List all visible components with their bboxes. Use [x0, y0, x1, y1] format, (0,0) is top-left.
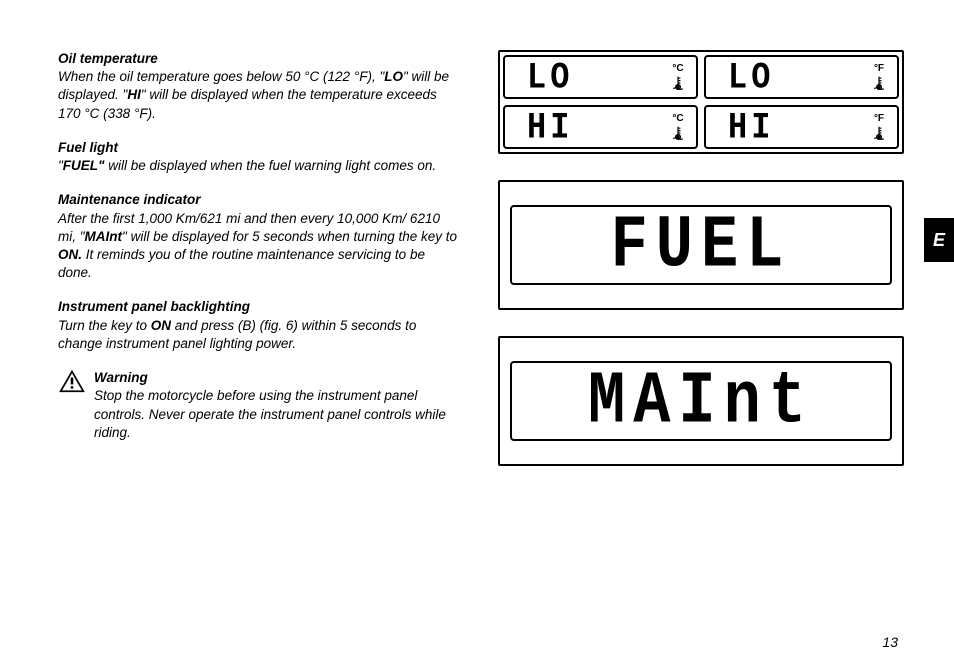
display-column: LO °C LO °F HI °C	[498, 50, 904, 466]
lo-word: LO	[384, 69, 403, 84]
warning-text: Stop the motorcycle before using the ins…	[94, 388, 446, 439]
side-tab-label: E	[933, 230, 945, 251]
unit-block: °C	[670, 113, 686, 141]
backlight-section: Instrument panel backlighting Turn the k…	[58, 298, 458, 353]
maint-heading: Maintenance indicator	[58, 191, 458, 209]
temp-value: HI	[728, 106, 774, 149]
maint-display-value: MAInt	[588, 358, 814, 443]
oil-temp-text-1: When the oil temperature goes below 50 °…	[58, 69, 384, 84]
fuel-word: FUEL"	[63, 158, 105, 173]
temp-cell-hi-f: HI °F	[704, 105, 899, 149]
backlight-on: ON	[151, 318, 171, 333]
backlight-heading: Instrument panel backlighting	[58, 298, 458, 316]
page-number: 13	[882, 634, 898, 650]
unit-label: °C	[672, 113, 683, 124]
temp-value: LO	[728, 56, 774, 99]
hi-word: HI	[127, 87, 141, 102]
warning-heading: Warning	[94, 370, 148, 385]
unit-block: °F	[871, 113, 887, 141]
fuel-text: will be displayed when the fuel warning …	[104, 158, 436, 173]
thermometer-icon	[670, 125, 686, 141]
unit-block: °C	[670, 63, 686, 91]
warning-icon	[58, 369, 86, 393]
side-tab: E	[924, 218, 954, 262]
temp-cell-hi-c: HI °C	[503, 105, 698, 149]
oil-temp-section: Oil temperature When the oil temperature…	[58, 50, 458, 123]
temp-cell-lo-c: LO °C	[503, 55, 698, 99]
unit-label: °F	[874, 113, 884, 124]
maint-display-box: MAInt	[498, 336, 904, 466]
maint-on: ON.	[58, 247, 82, 262]
thermometer-icon	[871, 125, 887, 141]
backlight-text-1: Turn the key to	[58, 318, 151, 333]
unit-block: °F	[871, 63, 887, 91]
fuel-heading: Fuel light	[58, 139, 458, 157]
temp-value: LO	[527, 56, 573, 99]
thermometer-icon	[871, 75, 887, 91]
temp-cell-lo-f: LO °F	[704, 55, 899, 99]
warning-section: Warning Stop the motorcycle before using…	[58, 369, 458, 442]
fuel-display-box: FUEL	[498, 180, 904, 310]
maint-text-3: It reminds you of the routine maintenanc…	[58, 247, 425, 280]
text-column: Oil temperature When the oil temperature…	[58, 50, 458, 466]
fuel-section: Fuel light "FUEL" will be displayed when…	[58, 139, 458, 175]
maint-text-2: " will be displayed for 5 seconds when t…	[122, 229, 457, 244]
fuel-display-value: FUEL	[611, 202, 792, 287]
oil-temp-heading: Oil temperature	[58, 50, 458, 68]
thermometer-icon	[670, 75, 686, 91]
unit-label: °C	[672, 63, 683, 74]
maint-section: Maintenance indicator After the first 1,…	[58, 191, 458, 282]
temp-display-box: LO °C LO °F HI °C	[498, 50, 904, 154]
maint-word: MAInt	[85, 229, 123, 244]
temp-value: HI	[527, 106, 573, 149]
unit-label: °F	[874, 63, 884, 74]
